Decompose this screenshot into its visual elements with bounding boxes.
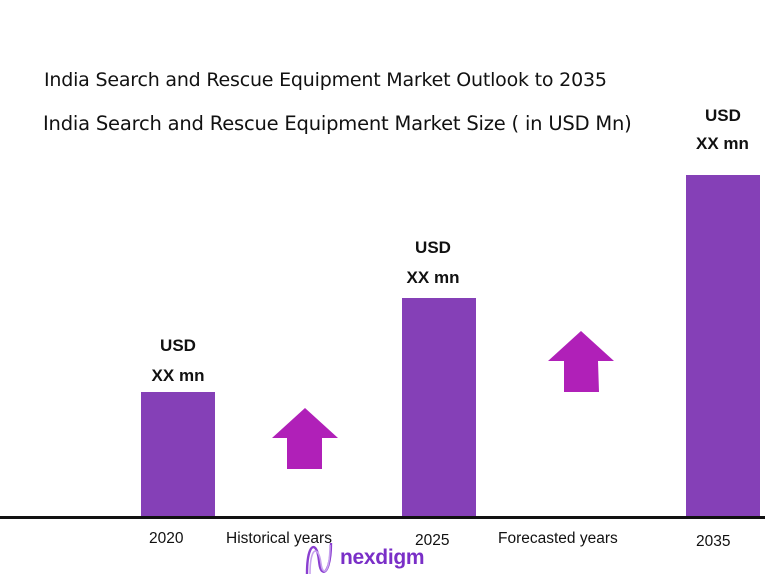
logo-wave-icon bbox=[305, 542, 333, 575]
up-arrow-icon bbox=[548, 331, 614, 392]
value-label-currency: USD bbox=[705, 106, 741, 125]
x-label-historical: Historical years bbox=[226, 530, 332, 547]
chart-subtitle: India Search and Rescue Equipment Market… bbox=[43, 112, 632, 135]
logo-text: nexdigm bbox=[340, 546, 425, 569]
value-label-2020: USD XX mn bbox=[128, 331, 228, 391]
x-label-forecasted: Forecasted years bbox=[498, 530, 618, 547]
up-arrow-icon bbox=[272, 408, 338, 469]
value-label-currency: USD bbox=[160, 336, 196, 355]
value-label-amount: XX mn bbox=[696, 134, 749, 153]
value-label-amount: XX mn bbox=[406, 268, 460, 287]
bar-2035 bbox=[686, 175, 760, 517]
value-label-2035: USD XX mn bbox=[674, 102, 774, 158]
nexdigm-logo: nexdigm bbox=[304, 540, 425, 576]
bar-2025 bbox=[402, 298, 476, 517]
x-axis-line bbox=[0, 516, 765, 519]
x-label-2035: 2035 bbox=[696, 533, 731, 550]
value-label-amount: XX mn bbox=[151, 366, 205, 385]
x-label-2025: 2025 bbox=[415, 532, 450, 549]
bar-2020 bbox=[141, 392, 215, 517]
value-label-2025: USD XX mn bbox=[383, 233, 483, 293]
chart-title: India Search and Rescue Equipment Market… bbox=[44, 69, 607, 91]
x-label-2020: 2020 bbox=[149, 530, 184, 547]
value-label-currency: USD bbox=[415, 238, 451, 257]
